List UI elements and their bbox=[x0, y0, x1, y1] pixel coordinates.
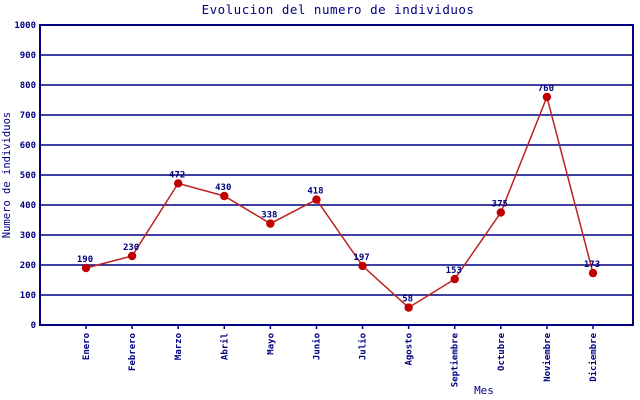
y-tick-label: 300 bbox=[20, 231, 36, 241]
y-tick-label: 0 bbox=[31, 321, 36, 331]
x-tick-label: Enero bbox=[82, 333, 92, 360]
chart-title: Evolucion del numero de individuos bbox=[201, 2, 475, 17]
data-point bbox=[588, 268, 598, 278]
point-value-label: 58 bbox=[402, 295, 413, 305]
x-tick-label: Noviembre bbox=[542, 332, 553, 381]
x-tick-label: Marzo bbox=[174, 333, 184, 360]
data-point bbox=[496, 208, 506, 217]
x-tick-label: Febrero bbox=[128, 333, 138, 371]
x-tick-label: Julio bbox=[358, 333, 369, 360]
point-value-label: 153 bbox=[446, 266, 462, 276]
data-point bbox=[450, 274, 459, 284]
data-point bbox=[542, 92, 552, 102]
x-tick-label: Abril bbox=[219, 333, 230, 360]
point-value-label: 375 bbox=[492, 200, 508, 210]
y-tick-label: 400 bbox=[20, 201, 36, 211]
y-tick-label: 1000 bbox=[14, 21, 36, 31]
x-tick-label: Octubre bbox=[497, 332, 507, 371]
data-point bbox=[173, 179, 183, 188]
data-point bbox=[404, 303, 413, 312]
data-point bbox=[220, 191, 229, 201]
x-tick-label: Septiembre bbox=[450, 332, 461, 387]
point-value-label: 760 bbox=[538, 84, 554, 94]
x-axis-title: Mes bbox=[474, 384, 494, 397]
point-value-label: 190 bbox=[77, 255, 93, 265]
x-tick-label: Diciembre bbox=[588, 332, 599, 381]
y-tick-label: 200 bbox=[20, 261, 36, 271]
point-value-label: 472 bbox=[169, 170, 185, 180]
y-tick-label: 600 bbox=[20, 141, 36, 151]
x-tick-label: Agosto bbox=[405, 333, 415, 366]
data-point bbox=[266, 219, 275, 228]
point-value-label: 230 bbox=[123, 243, 139, 253]
y-tick-label: 800 bbox=[20, 81, 36, 91]
data-point bbox=[358, 261, 367, 271]
plot-border bbox=[39, 24, 634, 326]
point-value-label: 173 bbox=[584, 260, 600, 270]
point-value-label: 430 bbox=[215, 183, 231, 193]
data-point bbox=[312, 195, 321, 204]
point-value-label: 418 bbox=[307, 187, 323, 197]
point-value-label: 197 bbox=[353, 253, 369, 263]
y-tick-label: 700 bbox=[20, 111, 36, 121]
data-point bbox=[127, 251, 137, 261]
series-line bbox=[85, 94, 594, 309]
y-tick-label: 500 bbox=[20, 171, 36, 181]
data-point bbox=[81, 263, 91, 273]
y-tick-label: 100 bbox=[20, 291, 36, 301]
x-tick-label: Junio bbox=[311, 333, 322, 360]
y-axis-title: Numero de individuos bbox=[1, 111, 13, 239]
y-tick-label: 900 bbox=[20, 51, 36, 61]
x-tick-label: Mayo bbox=[266, 333, 276, 355]
point-value-label: 338 bbox=[261, 211, 277, 221]
